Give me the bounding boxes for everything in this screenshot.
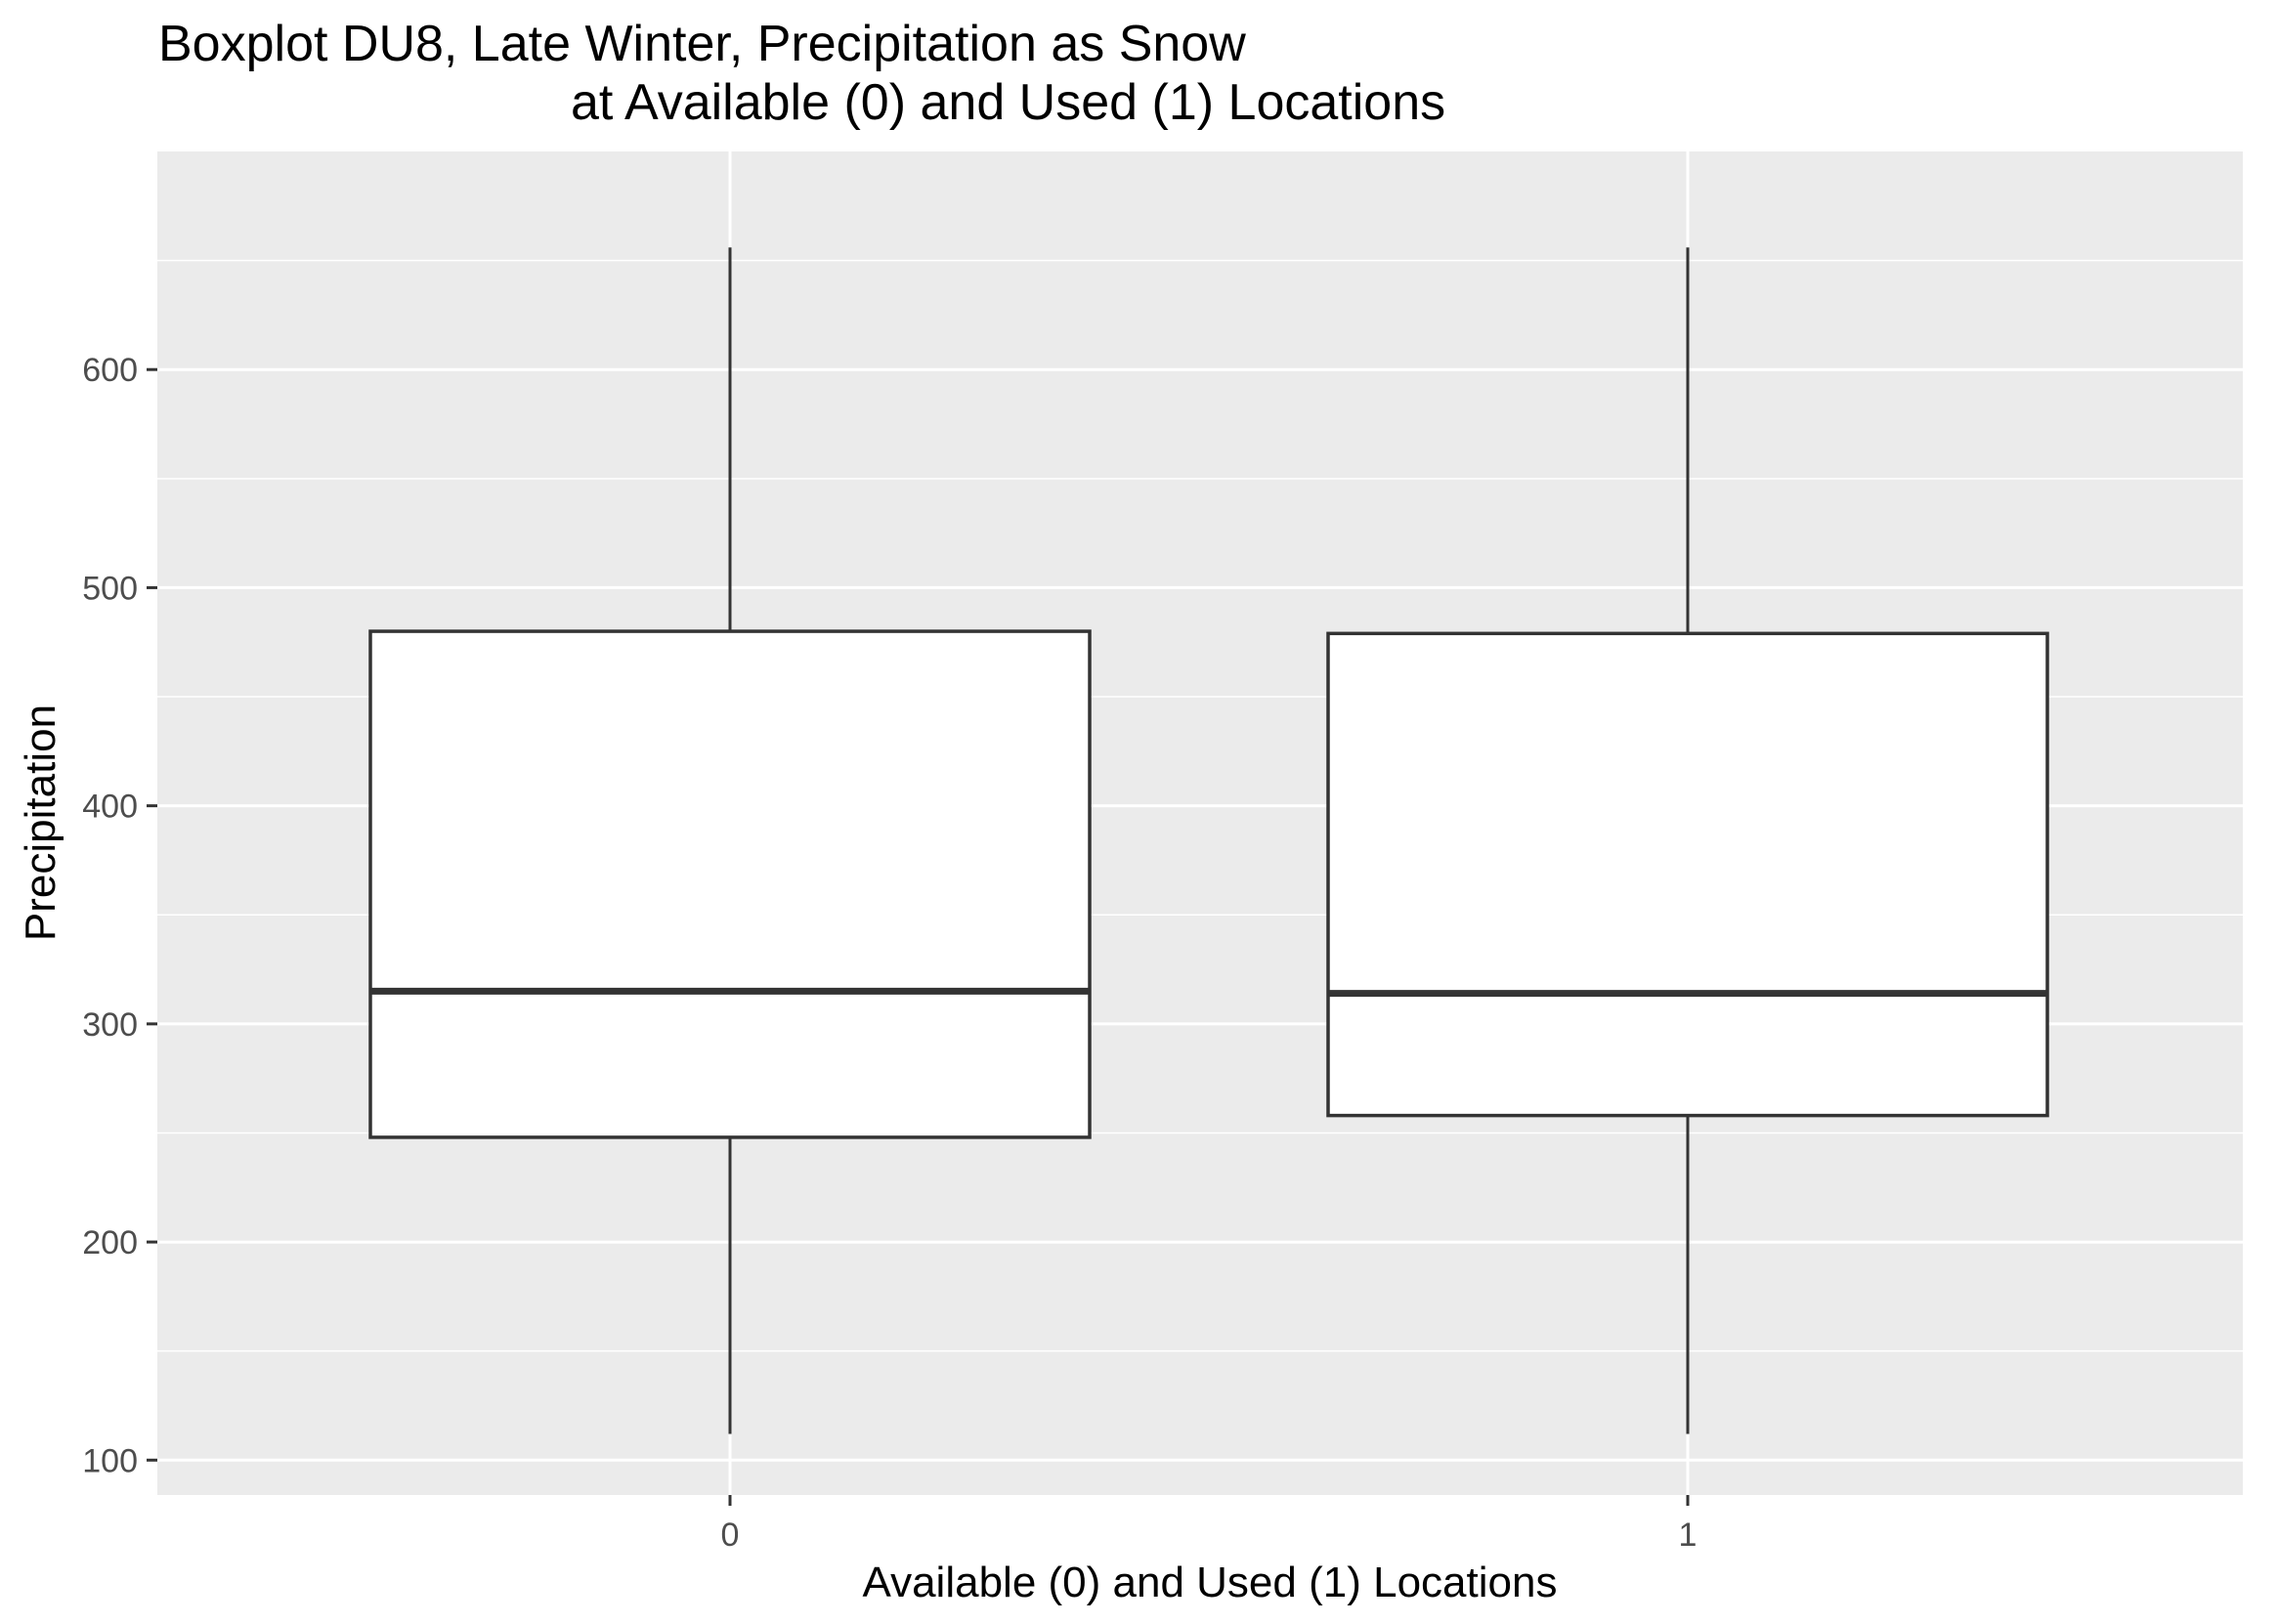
y-axis-title: Precipitation [17, 705, 64, 941]
chart-title-line-1: Boxplot DU8, Late Winter, Precipitation … [158, 16, 1246, 72]
x-tick-label: 1 [1679, 1517, 1698, 1554]
y-tick-label: 500 [82, 570, 138, 607]
box-group-1 [1326, 247, 2049, 1434]
y-tick-label: 600 [82, 352, 138, 389]
y-tick-label: 400 [82, 789, 138, 826]
x-tick-label: 0 [721, 1517, 740, 1554]
x-axis-title: Available (0) and Used (1) Locations [863, 1559, 1558, 1606]
box-series [368, 247, 2049, 1434]
y-tick-label: 300 [82, 1006, 138, 1044]
box-group-0 [368, 247, 1092, 1434]
y-tick-label: 200 [82, 1224, 138, 1261]
y-axis: 100 200 300 400 500 600 [82, 352, 157, 1479]
chart-title-line-2: at Available (0) and Used (1) Locations [571, 74, 1445, 131]
box-iqr [368, 629, 1092, 1139]
box-iqr [1326, 631, 2049, 1118]
y-tick-label: 100 [82, 1442, 138, 1479]
